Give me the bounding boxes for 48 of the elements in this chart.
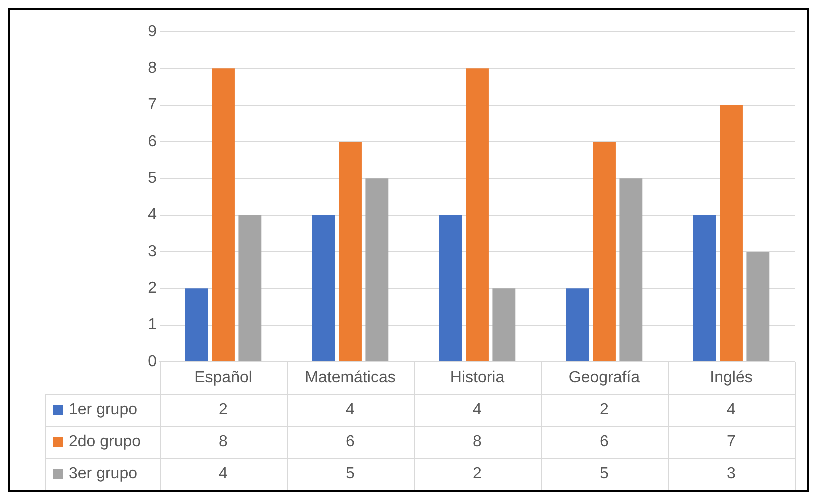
- bar: [185, 288, 208, 362]
- data-label: 4: [219, 465, 228, 482]
- y-tick-label: 5: [148, 170, 158, 188]
- bar: [566, 288, 590, 362]
- data-label: 3: [727, 465, 736, 482]
- x-tick-label: Historia: [450, 369, 505, 386]
- x-tick-label: Geografía: [568, 369, 640, 386]
- bar: [339, 142, 362, 362]
- data-label: 4: [473, 401, 482, 418]
- y-tick-label: 3: [148, 243, 158, 260]
- bar: [466, 68, 489, 362]
- data-label: 2: [600, 401, 610, 418]
- bar: [720, 105, 743, 362]
- legend-label: 1er grupo: [69, 401, 138, 418]
- y-tick-label: 1: [148, 316, 158, 334]
- bar: [693, 215, 716, 362]
- data-label: 5: [346, 465, 356, 482]
- x-tick-label: Español: [194, 369, 252, 386]
- y-tick-label: 2: [148, 280, 158, 298]
- data-label: 2: [219, 401, 228, 418]
- y-tick-label: 7: [148, 96, 158, 114]
- y-tick-label: 9: [148, 23, 158, 40]
- data-label: 4: [346, 401, 356, 418]
- y-tick-label: 8: [148, 60, 158, 78]
- bar: [620, 178, 643, 362]
- data-label: 6: [600, 433, 610, 450]
- data-label: 8: [219, 433, 228, 450]
- data-label: 4: [727, 401, 736, 418]
- data-label: 2: [473, 465, 482, 482]
- bar: [366, 178, 389, 362]
- bar: [593, 142, 616, 362]
- bar: [492, 288, 516, 362]
- legend-label: 3er grupo: [69, 465, 138, 482]
- legend-label: 2do grupo: [69, 433, 142, 450]
- data-label: 5: [600, 465, 610, 482]
- y-tick-label: 4: [148, 206, 158, 224]
- bar: [212, 68, 235, 362]
- bar: [439, 215, 462, 362]
- y-tick-label: 0: [148, 353, 158, 370]
- data-label: 8: [473, 433, 482, 450]
- bar: [746, 252, 770, 362]
- data-label: 7: [727, 433, 736, 450]
- bar: [238, 215, 262, 362]
- x-tick-label: Inglés: [710, 369, 753, 386]
- x-tick-label: Matemáticas: [305, 369, 396, 386]
- data-label: 6: [346, 433, 356, 450]
- y-tick-label: 6: [148, 133, 158, 150]
- bar: [312, 215, 336, 362]
